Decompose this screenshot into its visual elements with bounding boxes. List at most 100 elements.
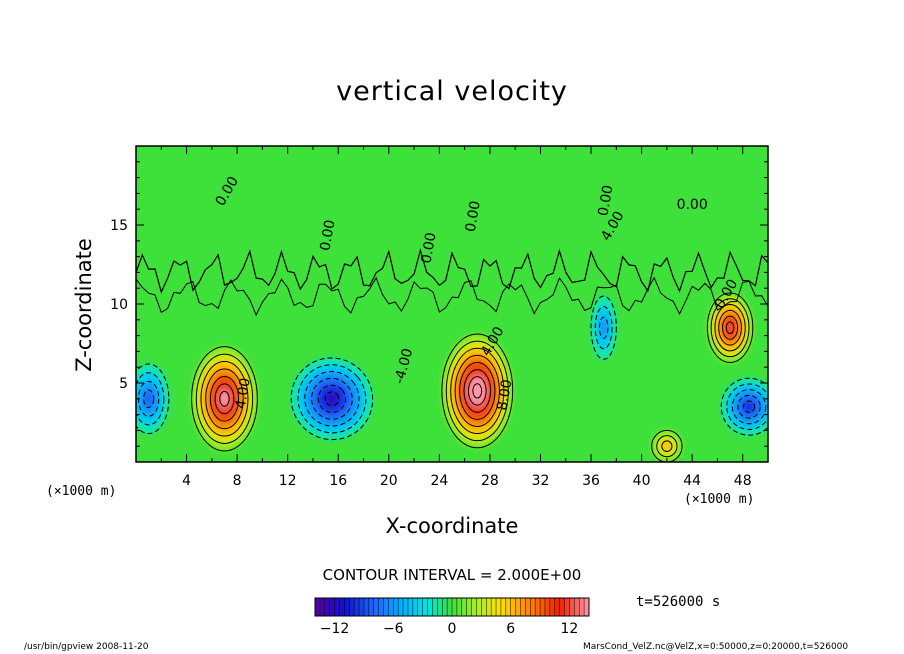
x-unit-label-left: (×1000 m) <box>46 484 117 499</box>
colorbar-segment <box>354 598 360 616</box>
chart-title: vertical velocity <box>336 76 568 107</box>
contour-line <box>590 295 617 360</box>
x-unit-label-right: (×1000 m) <box>684 492 755 507</box>
footer-left-text: /usr/bin/gpview 2008-11-20 <box>24 642 149 652</box>
colorbar-segment <box>496 598 502 616</box>
contour-line <box>737 394 761 419</box>
y-tick-label: 15 <box>110 218 128 234</box>
colorbar-segment <box>476 598 482 616</box>
contour-line <box>441 333 514 449</box>
heatmap-level <box>143 390 154 408</box>
colorbar-segment <box>584 598 590 616</box>
contour-line <box>200 361 249 437</box>
colorbar-segment <box>466 598 473 616</box>
colorbar-segment <box>442 598 448 616</box>
contour-line <box>136 372 165 426</box>
contour-line <box>710 298 750 358</box>
zero-contour-line <box>136 276 768 317</box>
contour-line <box>445 340 509 442</box>
colorbar-frame <box>314 597 590 617</box>
contour-line <box>297 364 367 434</box>
colorbar-segment <box>486 598 492 616</box>
colorbar-segment <box>535 598 541 616</box>
colorbar-segment <box>447 598 453 616</box>
colorbar-segment <box>579 598 585 616</box>
colorbar-segment <box>329 598 336 616</box>
colorbar-segment <box>456 598 463 616</box>
colorbar-segment <box>564 598 570 616</box>
colorbar-segment <box>549 598 556 616</box>
heatmap-level <box>325 391 339 406</box>
colorbar-segment <box>363 598 370 616</box>
colorbar-tick-label: −6 <box>383 621 404 637</box>
x-tick-label: 16 <box>329 473 347 489</box>
colorbar-segment <box>334 598 340 616</box>
contour-line <box>472 383 483 399</box>
colorbar-segment <box>383 598 389 616</box>
contour-line <box>317 384 346 413</box>
contour-line <box>143 389 155 408</box>
x-tick-label: 12 <box>279 473 297 489</box>
heatmap-level <box>726 321 734 334</box>
colorbar-segment <box>417 598 424 616</box>
contour-line <box>304 371 360 427</box>
footer-right-text: MarsCond_VelZ.nc@VelZ,x=0:50000,z=0:2000… <box>583 642 849 652</box>
contour-label: 0.00 <box>463 200 484 233</box>
colorbar-segment <box>461 598 468 616</box>
contour-line <box>459 361 496 420</box>
x-tick-label: 20 <box>380 473 398 489</box>
colorbar-segment <box>520 598 526 616</box>
contour-line <box>136 363 170 435</box>
colorbar-segment <box>359 598 365 616</box>
contour-line <box>290 357 374 441</box>
contour-label: 0.00 <box>317 219 338 252</box>
colorbar-segment <box>349 598 355 616</box>
contour-line <box>721 315 739 340</box>
contour-line <box>706 292 754 363</box>
contour-label: 0.00 <box>419 231 440 264</box>
colorbar-segment <box>373 598 380 616</box>
contour-line <box>450 347 505 435</box>
colorbar-segment <box>510 598 517 616</box>
contour-label: 8.00 <box>494 378 515 411</box>
x-tick-label: 28 <box>481 473 499 489</box>
colorbar-tick-label: 12 <box>561 621 579 637</box>
zero-contour-line <box>136 248 768 294</box>
contour-line <box>661 440 673 452</box>
x-tick-label: 8 <box>233 473 242 489</box>
colorbar-segment <box>368 598 375 616</box>
contour-line <box>463 369 492 413</box>
colorbar-tick-label: 6 <box>506 621 515 637</box>
heatmap-level <box>599 317 608 339</box>
x-tick-label: 48 <box>734 473 752 489</box>
colorbar-segment <box>471 598 477 616</box>
colorbar-segment <box>505 598 512 616</box>
colorbar-segment <box>315 598 321 616</box>
colorbar-segment <box>344 598 350 616</box>
colorbar-segment <box>574 598 580 616</box>
contour-label: 4.00 <box>233 377 254 410</box>
contour-label: 0.00 <box>677 197 708 213</box>
colorbar-segment <box>554 598 561 616</box>
x-tick-label: 24 <box>430 473 448 489</box>
contour-line <box>209 375 240 422</box>
contour-line <box>467 376 487 406</box>
colorbar-segment <box>427 598 433 616</box>
colorbar-segment <box>437 598 443 616</box>
x-tick-label: 36 <box>582 473 600 489</box>
contour-line <box>594 306 613 350</box>
x-tick-label: 44 <box>683 473 701 489</box>
colorbar-segment <box>481 598 487 616</box>
contour-line <box>191 346 258 452</box>
x-tick-label: 32 <box>532 473 550 489</box>
colorbar-segment <box>559 598 566 616</box>
colorbar-segment <box>544 598 551 616</box>
contour-line <box>714 304 746 352</box>
heatmap-level <box>743 401 755 413</box>
contour-line <box>214 383 235 415</box>
colorbar-segment <box>412 598 419 616</box>
heatmap-field: 0.000.00 0.000.00 0.000.004.00-4.004.00 8.0… <box>136 146 768 462</box>
contour-line <box>205 368 244 430</box>
contour-line <box>725 321 735 334</box>
colorbar-segment <box>525 598 531 616</box>
